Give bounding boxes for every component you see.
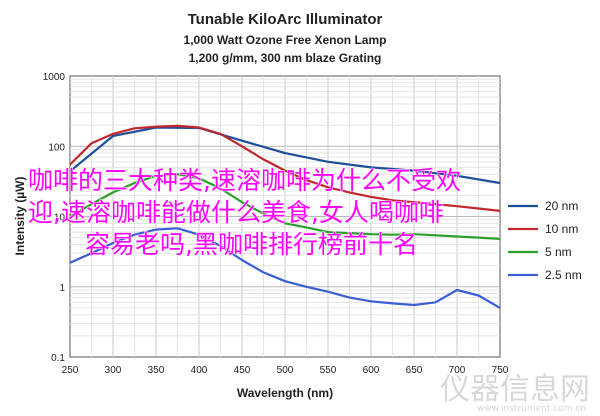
x-tick-labels: 250 300 350 400 450 500 550 600 650 700 750 [62,365,509,376]
series-line-10-nm [69,124,501,212]
overlay-text-line-3: 容易老吗,黑咖啡排行榜前十名 [85,230,419,260]
grid [70,76,500,357]
chart-subtitle-2: 1,200 g/mm, 300 nm blaze Grating [189,51,382,65]
x-tick-label: 700 [449,365,466,376]
legend-label: 20 nm [545,199,578,213]
legend-label: 2.5 nm [545,268,582,282]
series-line-20-nm [69,126,501,185]
x-tick-label: 650 [406,365,423,376]
overlay-text-line-1: 咖啡的三大种类,速溶咖啡为什么不受欢 [28,166,462,196]
legend-label: 10 nm [545,222,578,236]
x-tick-label: 400 [191,365,208,376]
y-tick-labels: 0.1 1 10 100 1000 [43,72,66,364]
y-tick-label: 10 [54,213,66,224]
chart-subtitle-1: 1,000 Watt Ozone Free Xenon Lamp [184,33,387,47]
y-tick-label: 100 [48,142,65,153]
x-tick-label: 750 [492,365,509,376]
x-tick-label: 300 [105,365,122,376]
series-group [69,124,501,309]
watermark-logo-text: 仪器信息网 [440,372,590,407]
x-tick-label: 350 [148,365,165,376]
x-tick-label: 550 [320,365,337,376]
legend-label: 5 nm [545,245,572,259]
x-tick-label: 450 [234,365,251,376]
x-axis-label: Wavelength (nm) [237,386,333,400]
series-line-2-5-nm [69,227,501,309]
x-tick-label: 600 [363,365,380,376]
y-tick-label: 1 [59,283,65,294]
series-line-5-nm [69,173,501,240]
legend: 20 nm 10 nm 5 nm 2.5 nm [508,199,582,282]
y-axis-label: Intensity (µW) [13,177,27,256]
y-tick-label: 1000 [43,72,66,83]
overlay-text-line-2: 迎,速溶咖啡能做什么美食,女人喝咖啡 [28,198,445,228]
x-tick-label: 500 [277,365,294,376]
chart-title: Tunable KiloArc Illuminator [188,11,383,28]
watermark-url: www.instrument.com.cn [476,404,586,414]
x-tick-label: 250 [62,365,79,376]
y-tick-label: 0.1 [51,353,65,364]
